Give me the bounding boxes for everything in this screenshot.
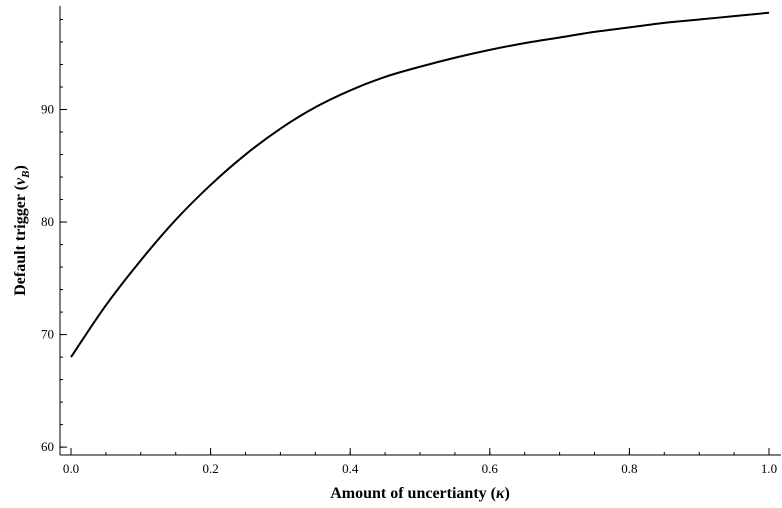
y-tick-label: 70 <box>41 327 54 342</box>
x-axis-title-main: Amount of uncertianty ( <box>330 485 496 502</box>
x-axis-title-symbol: κ <box>496 485 505 502</box>
y-axis-title-main: Default trigger ( <box>12 185 29 296</box>
x-tick-label: 0.2 <box>202 461 218 476</box>
x-tick-label: 1.0 <box>761 461 777 476</box>
x-tick-label: 0.8 <box>621 461 637 476</box>
y-axis-title-close: ) <box>12 165 29 170</box>
y-ticks: 60 70 80 90 <box>41 19 67 454</box>
y-axis-title-sub: B <box>20 171 32 179</box>
axes <box>59 6 781 456</box>
x-tick-label: 0.0 <box>63 461 79 476</box>
series-line <box>70 11 770 358</box>
x-axis-title-close: ) <box>504 485 509 502</box>
y-tick-label: 80 <box>41 214 54 229</box>
series-layer <box>70 11 770 358</box>
y-tick-label: 60 <box>41 439 54 454</box>
y-axis-title-symbol: v <box>12 177 29 185</box>
x-ticks: 0.0 0.2 0.4 0.6 0.8 1.0 <box>63 448 777 476</box>
y-tick-label: 90 <box>41 102 54 117</box>
y-axis-title: Default trigger (vB) <box>12 165 32 296</box>
x-axis-title: Amount of uncertianty (κ) <box>330 485 510 502</box>
x-tick-label: 0.6 <box>482 461 499 476</box>
x-tick-label: 0.4 <box>342 461 359 476</box>
